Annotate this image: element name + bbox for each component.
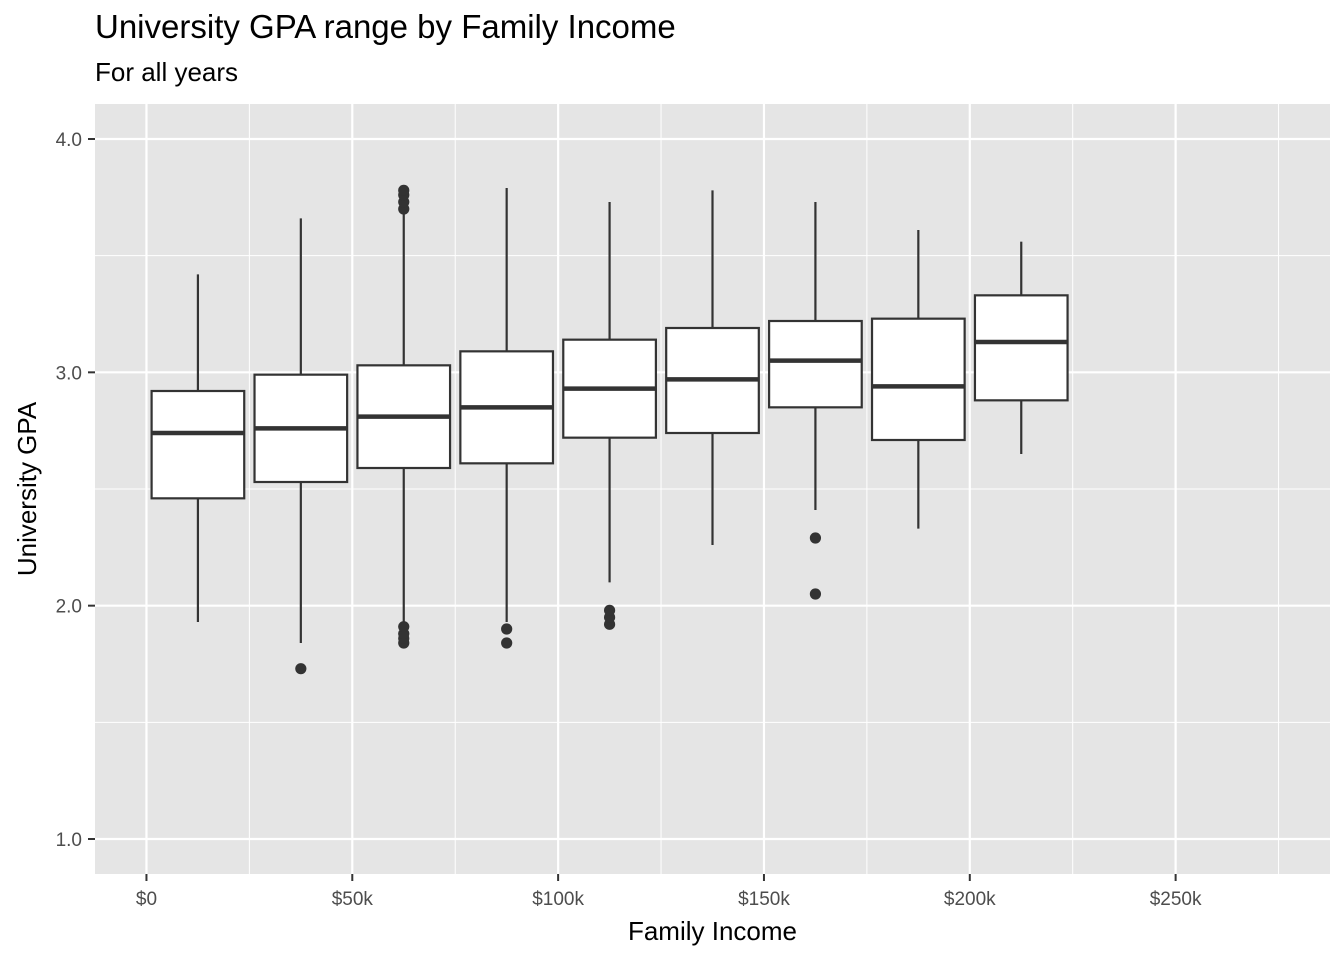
outlier-point: [603, 604, 616, 616]
y-axis-title: University GPA: [12, 401, 42, 576]
box-group: [356, 184, 452, 649]
outlier-point: [295, 663, 307, 675]
x-tick-label: $150k: [738, 889, 790, 910]
x-tick-label: $50k: [332, 889, 374, 910]
outlier-point: [398, 184, 410, 196]
box-group: [768, 202, 863, 600]
outlier-point: [809, 532, 822, 544]
box-group: [459, 188, 555, 649]
outlier-point: [398, 621, 410, 633]
y-tick-label: 3.0: [56, 363, 82, 384]
axes: $0 $50k $100k $150k $200k $250k 1.0 2.0 3.0 4.0: [56, 130, 1202, 910]
y-tick-label: 1.0: [56, 830, 82, 851]
outlier-point: [501, 637, 513, 649]
chart-title: University GPA range by Family Income: [95, 8, 676, 45]
box-iqr: [973, 294, 1069, 402]
outlier-point: [501, 623, 513, 635]
box-group: [870, 230, 966, 529]
box-group: [973, 241, 1069, 454]
box-group: [665, 190, 760, 545]
box-iqr: [870, 317, 966, 442]
x-axis-title: Family Income: [628, 916, 797, 946]
box-group: [253, 218, 349, 675]
outlier-point: [809, 588, 822, 600]
box-group: [150, 274, 246, 622]
y-tick-label: 4.0: [56, 130, 82, 151]
x-tick-label: $100k: [532, 889, 584, 910]
box-group: [562, 202, 657, 630]
x-tick-label: $250k: [1150, 889, 1202, 910]
box-iqr: [150, 389, 246, 500]
chart-subtitle: For all years: [95, 57, 239, 87]
boxes: [150, 184, 1069, 675]
x-tick-label: $200k: [944, 889, 996, 910]
y-tick-label: 2.0: [56, 597, 82, 618]
box-iqr: [768, 319, 863, 409]
x-tick-label: $0: [136, 889, 157, 910]
